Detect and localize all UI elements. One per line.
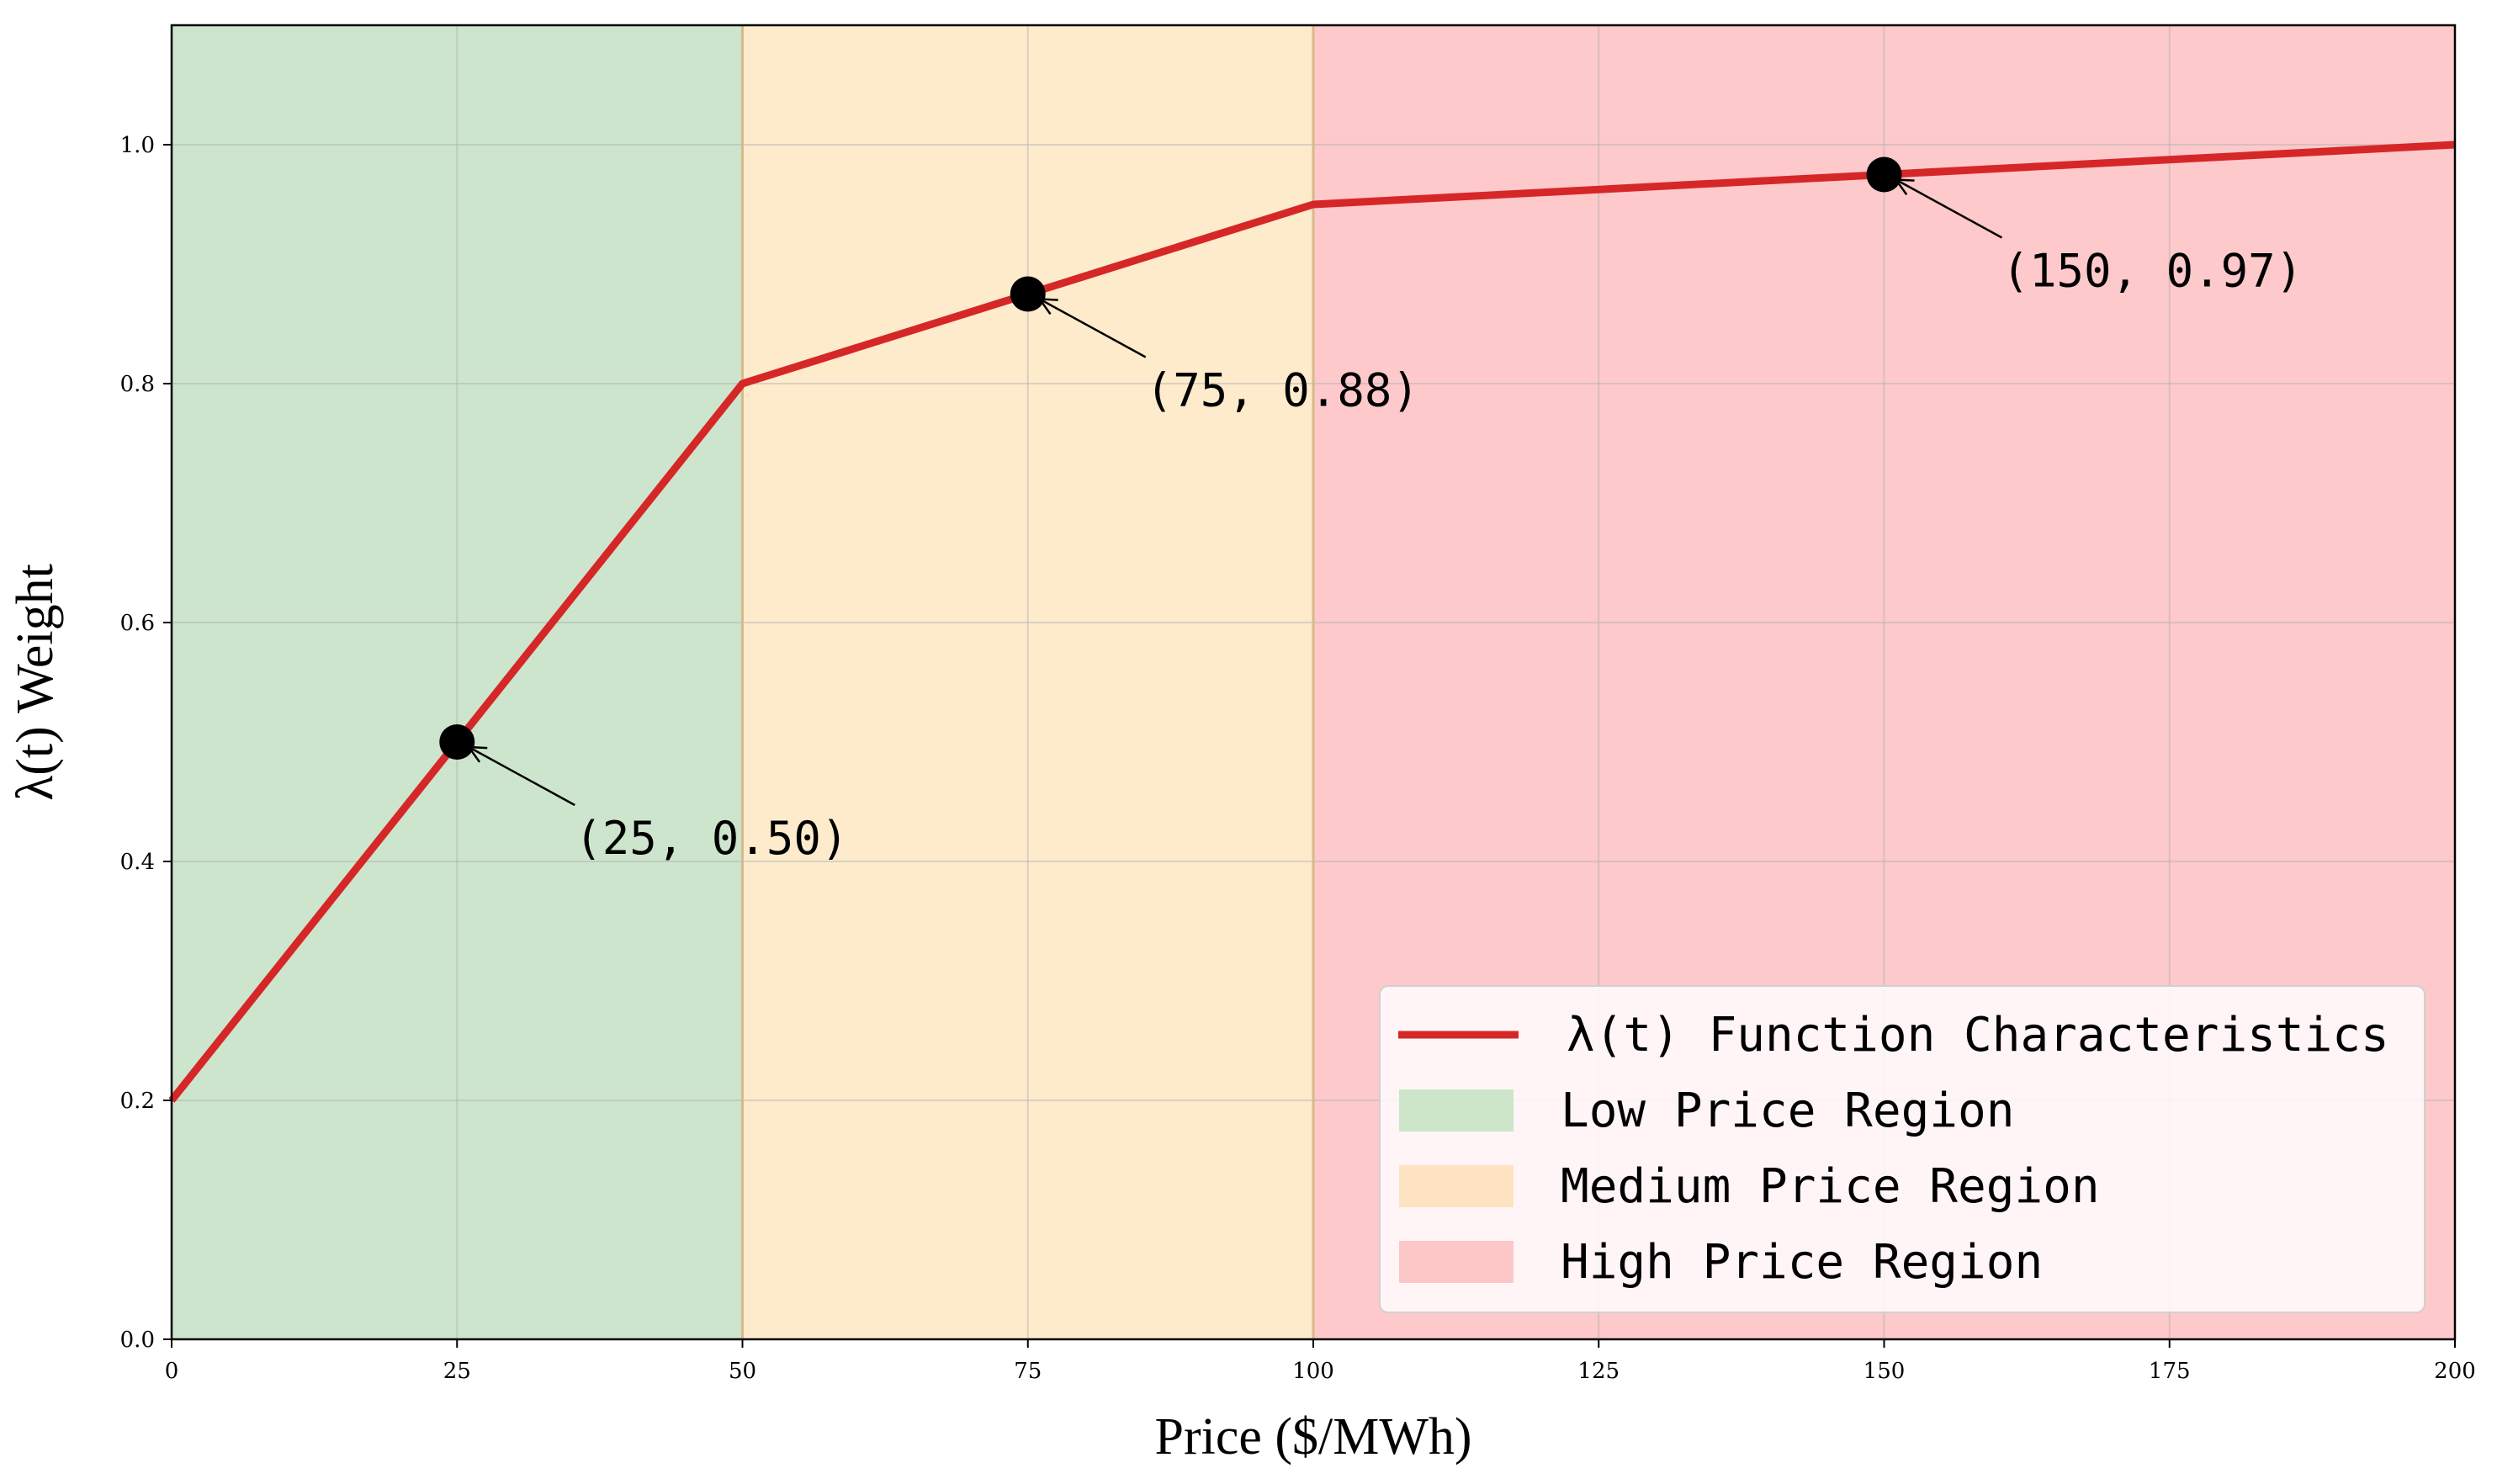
annotation-label-2: (150, 0.97) — [2002, 245, 2303, 298]
legend-swatch-region-1 — [1399, 1165, 1514, 1207]
legend-box — [1379, 985, 2425, 1313]
annotation-arrow-2 — [1895, 178, 2003, 239]
legend: λ(t) Function Characteristics Low Price R… — [1379, 985, 2425, 1313]
x-tick-label-7: 175 — [2149, 1359, 2191, 1384]
annotation-label-1: (75, 0.88) — [1146, 364, 1419, 417]
y-tick-label-5: 1.0 — [120, 133, 155, 158]
legend-label-region-0: Low Price Region — [1561, 1084, 2014, 1138]
annotation-marker-2 — [1866, 156, 1902, 193]
annotation-marker-1 — [1010, 276, 1046, 312]
x-tick-label-3: 75 — [1014, 1359, 1042, 1384]
legend-label-region-1: Medium Price Region — [1561, 1159, 2100, 1214]
legend-swatch-region-2 — [1399, 1241, 1514, 1283]
y-tick-label-4: 0.8 — [120, 372, 155, 397]
x-tick-label-6: 150 — [1863, 1359, 1906, 1384]
x-tick-label-8: 200 — [2434, 1359, 2476, 1384]
x-tick-label-5: 125 — [1577, 1359, 1620, 1384]
x-axis-label: Price ($/MWh) — [1154, 1408, 1471, 1465]
annotation-marker-0 — [439, 724, 475, 760]
legend-label-series: λ(t) Function Characteristics — [1567, 1008, 2389, 1063]
x-tick-label-1: 25 — [443, 1359, 471, 1384]
y-tick-label-1: 0.2 — [120, 1089, 155, 1114]
annotation-arrow-1 — [1039, 298, 1147, 358]
y-tick-label-0: 0.0 — [120, 1328, 155, 1353]
annotation-arrow-0 — [468, 745, 575, 807]
x-tick-label-4: 100 — [1292, 1359, 1334, 1384]
annotation-label-0: (25, 0.50) — [575, 812, 848, 865]
legend-label-region-2: High Price Region — [1561, 1235, 2043, 1290]
y-tick-label-3: 0.6 — [120, 611, 155, 636]
y-axis-ticks: 0.0 0.2 0.4 0.6 0.8 1.0 — [120, 133, 172, 1353]
annotations: (25, 0.50) (75, 0.88) (150, 0.97) — [439, 156, 2303, 865]
region-band-0 — [172, 25, 743, 1339]
x-tick-label-2: 50 — [729, 1359, 756, 1384]
x-axis-ticks: 0 25 50 75 100 125 150 175 200 — [165, 1339, 2476, 1384]
y-axis-label: λ(t) Weight — [7, 564, 64, 801]
legend-swatch-region-0 — [1399, 1089, 1514, 1132]
x-tick-label-0: 0 — [165, 1359, 179, 1384]
y-tick-label-2: 0.4 — [120, 850, 155, 875]
region-band-1 — [742, 25, 1313, 1339]
region-borders — [741, 25, 1315, 1339]
